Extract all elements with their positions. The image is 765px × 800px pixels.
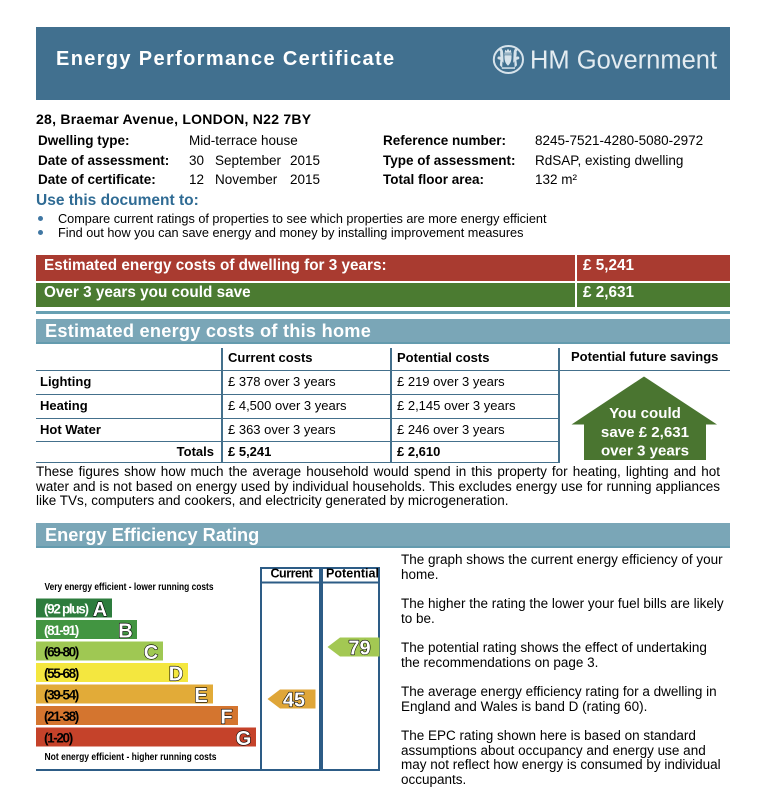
svg-text:(81-91): (81-91) xyxy=(44,623,79,638)
svg-text:45: 45 xyxy=(283,689,305,711)
svg-text:G: G xyxy=(236,728,252,750)
svg-text:B: B xyxy=(118,620,132,642)
svg-text:C: C xyxy=(144,642,158,664)
svg-text:(92 plus): (92 plus) xyxy=(44,601,89,616)
svg-text:79: 79 xyxy=(348,637,370,659)
svg-text:A: A xyxy=(93,599,107,621)
svg-text:F: F xyxy=(220,706,232,728)
svg-text:Potential: Potential xyxy=(326,567,379,581)
svg-text:HM Government: HM Government xyxy=(530,47,717,75)
svg-text:(69-80): (69-80) xyxy=(44,644,79,659)
svg-text:You could: You could xyxy=(609,405,681,422)
svg-text:(39-54): (39-54) xyxy=(44,687,79,702)
svg-text:Very energy efficient - lower: Very energy efficient - lower running co… xyxy=(45,582,214,593)
svg-text:over 3 years: over 3 years xyxy=(601,443,689,460)
svg-text:Not energy efficient - higher: Not energy efficient - higher running co… xyxy=(45,752,217,763)
svg-text:D: D xyxy=(169,663,183,685)
svg-text:(21-38): (21-38) xyxy=(44,709,79,724)
svg-text:(55-68): (55-68) xyxy=(44,666,79,681)
svg-text:E: E xyxy=(194,685,207,707)
svg-text:Current: Current xyxy=(271,567,314,581)
svg-text:save £ 2,631: save £ 2,631 xyxy=(601,424,689,441)
svg-text:(1-20): (1-20) xyxy=(44,730,73,745)
